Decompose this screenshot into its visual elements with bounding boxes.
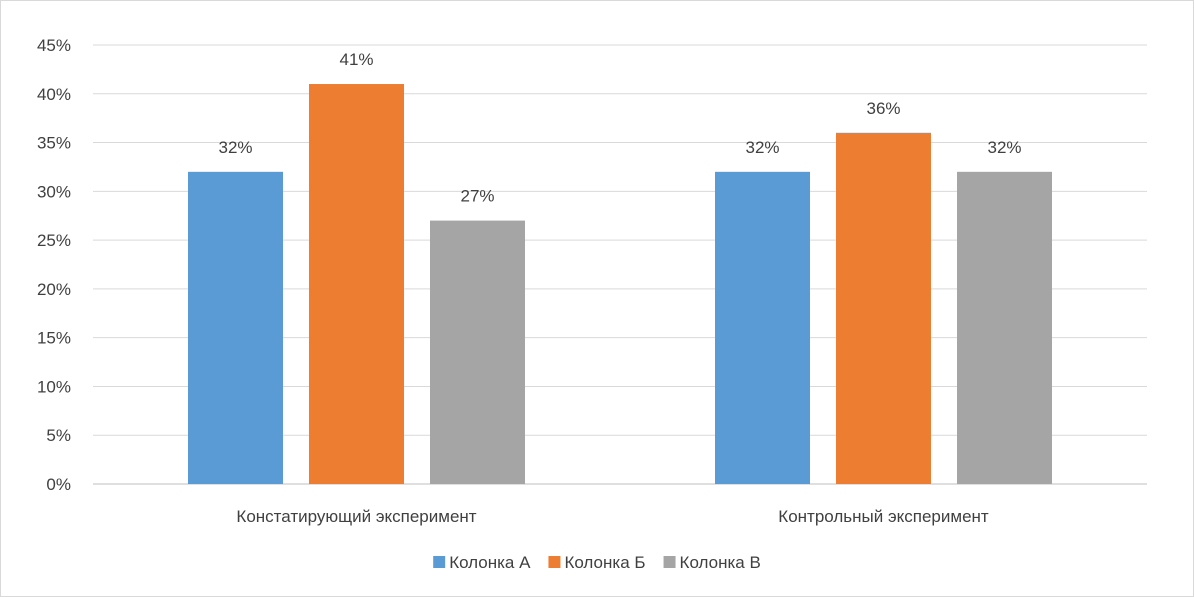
legend-swatch: [548, 556, 561, 568]
data-label: 41%: [339, 50, 373, 69]
data-label: 36%: [866, 99, 900, 118]
data-label: 32%: [745, 138, 779, 157]
data-label: 32%: [987, 138, 1021, 157]
y-tick-label: 30%: [37, 182, 71, 201]
legend-swatch: [663, 556, 676, 568]
legend-label: Колонка А: [449, 553, 531, 572]
x-axis-categories: Констатирующий эксперимент Контрольный эк…: [236, 507, 988, 526]
legend-swatch: [433, 556, 446, 568]
legend-item: Колонка Б: [548, 553, 646, 572]
legend-item: Колонка В: [663, 553, 761, 572]
y-tick-label: 35%: [37, 134, 71, 153]
x-category-label: Контрольный эксперимент: [778, 507, 989, 526]
x-category-label: Констатирующий эксперимент: [236, 507, 476, 526]
data-labels: 32% 41% 27% 32% 36% 32%: [218, 50, 1021, 206]
y-tick-label: 10%: [37, 377, 71, 396]
data-label: 32%: [218, 138, 252, 157]
legend-item: Колонка А: [433, 553, 531, 572]
y-tick-label: 15%: [37, 329, 71, 348]
bar-2-2: [836, 132, 931, 485]
data-label: 27%: [460, 187, 494, 206]
y-tick-label: 20%: [37, 280, 71, 299]
y-tick-label: 5%: [46, 426, 71, 445]
legend: Колонка А Колонка Б Колонка В: [433, 553, 761, 572]
bars: [188, 84, 1052, 485]
bar-1-1: [188, 171, 283, 485]
legend-label: Колонка Б: [564, 553, 645, 572]
y-tick-label: 0%: [46, 475, 71, 494]
bar-3-2: [957, 171, 1052, 485]
bar-1-2: [715, 171, 810, 485]
y-tick-label: 45%: [37, 36, 71, 55]
y-tick-label: 25%: [37, 231, 71, 250]
bar-3-1: [430, 220, 525, 484]
y-tick-label: 40%: [37, 85, 71, 104]
y-axis-ticks: 0% 5% 10% 15% 20% 25% 30% 35% 40% 45%: [37, 36, 71, 494]
legend-label: Колонка В: [680, 553, 761, 572]
bar-2-1: [309, 84, 404, 485]
